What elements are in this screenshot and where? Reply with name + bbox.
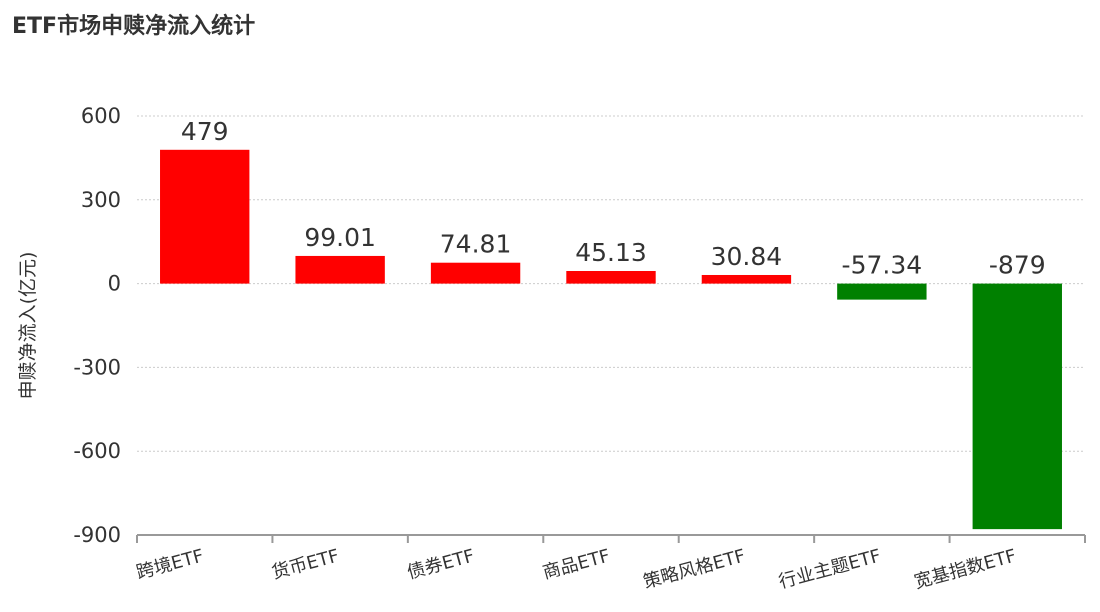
data-label: -57.34 [842, 251, 923, 280]
bar [566, 270, 656, 284]
x-tick-label: 行业主题ETF [777, 546, 884, 593]
bar [837, 283, 927, 300]
data-label: 74.81 [440, 230, 512, 259]
data-label: 30.84 [711, 242, 783, 271]
x-tick-label: 货币ETF [270, 546, 342, 584]
y-tick-label: 300 [81, 188, 121, 212]
bar [701, 274, 792, 284]
x-tick-label: 商品ETF [540, 546, 612, 584]
data-label: 479 [181, 117, 229, 146]
bar [295, 255, 385, 284]
x-tick-label: 债券ETF [405, 546, 477, 584]
data-label: 45.13 [575, 238, 647, 267]
y-tick-label: -600 [73, 439, 121, 463]
x-tick-label: 宽基指数ETF [912, 546, 1019, 593]
y-tick-label: -300 [73, 355, 121, 379]
data-label: 99.01 [304, 223, 376, 252]
data-label: -879 [989, 251, 1046, 280]
bar [430, 262, 521, 284]
x-tick-label: 跨境ETF [134, 546, 206, 584]
chart-title: ETF市场申赎净流入统计 [12, 14, 256, 39]
bar [972, 283, 1062, 530]
y-tick-label: -900 [73, 523, 121, 547]
bar [160, 149, 250, 284]
y-axis-label: 申赎净流入(亿元) [17, 252, 39, 400]
y-tick-label: 0 [108, 272, 121, 296]
x-tick-label: 策略风格ETF [641, 546, 748, 593]
y-tick-label: 600 [81, 104, 121, 128]
